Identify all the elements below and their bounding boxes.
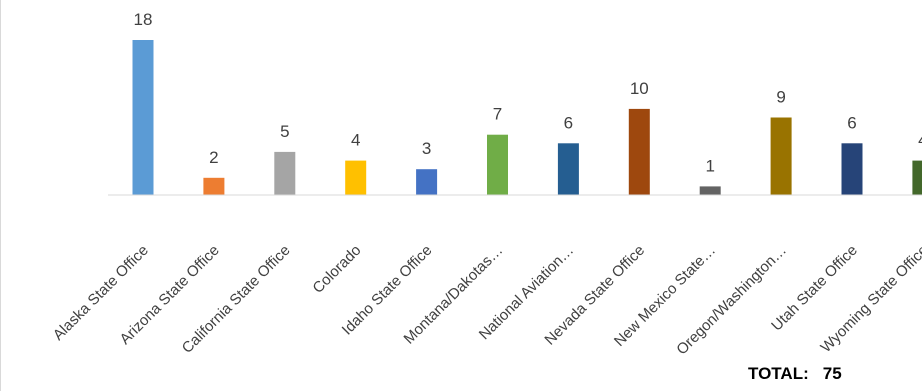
bar: [487, 134, 508, 195]
bar: [345, 160, 367, 195]
bar: [274, 151, 296, 195]
data-label: 10: [630, 79, 649, 98]
data-label: 18: [134, 10, 153, 29]
bar: [416, 169, 438, 195]
bar: [557, 143, 579, 195]
bar: [841, 143, 863, 195]
data-label: 9: [776, 88, 785, 107]
bar: [770, 117, 792, 195]
total-value: 75: [822, 364, 842, 383]
bar-group: [132, 40, 922, 195]
data-label: 6: [564, 113, 573, 132]
data-label-group: 18 2 5 4 3 7 6 10 1 9 6 4: [134, 10, 922, 175]
data-label: 4: [918, 131, 922, 150]
bar: [132, 40, 154, 195]
bar: [699, 186, 721, 195]
data-label: 4: [351, 131, 360, 150]
bar: [628, 108, 650, 195]
data-label: 5: [280, 122, 289, 141]
bar: [203, 177, 225, 195]
data-label: 2: [209, 148, 218, 167]
total-label: TOTAL:: [748, 364, 809, 383]
bar: [912, 160, 922, 195]
chart-border: [0, 0, 1, 391]
category-label: Colorado: [309, 242, 364, 297]
data-label: 7: [493, 105, 502, 124]
total-summary: TOTAL: 75: [748, 364, 842, 384]
data-label: 6: [847, 113, 856, 132]
data-label: 3: [422, 139, 431, 158]
data-label: 1: [705, 156, 714, 175]
